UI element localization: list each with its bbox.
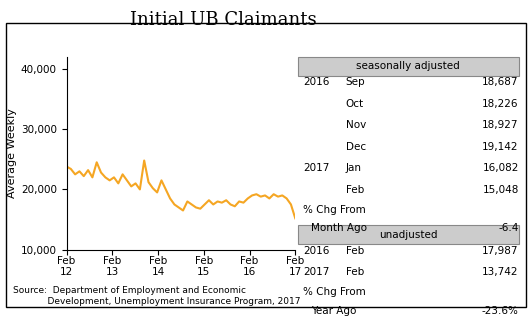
Text: Feb: Feb [346, 185, 364, 195]
Text: Sep: Sep [346, 77, 365, 88]
Text: seasonally adjusted: seasonally adjusted [356, 61, 460, 71]
Text: % Chg From: % Chg From [303, 287, 366, 297]
Text: Jan: Jan [346, 163, 362, 173]
Text: 15,048: 15,048 [483, 185, 519, 195]
Text: 2017: 2017 [303, 267, 330, 277]
Text: Month Ago: Month Ago [311, 223, 367, 233]
Text: 17,987: 17,987 [482, 246, 519, 256]
Text: 18,226: 18,226 [482, 99, 519, 109]
Text: 13,742: 13,742 [482, 267, 519, 277]
Text: Oct: Oct [346, 99, 364, 109]
Text: Initial UB Claimants: Initial UB Claimants [130, 11, 317, 29]
Text: unadjusted: unadjusted [379, 230, 437, 240]
Text: % Chg From: % Chg From [303, 205, 366, 215]
Text: Feb: Feb [346, 267, 364, 277]
Text: 2016: 2016 [303, 77, 330, 88]
Text: Dec: Dec [346, 142, 366, 152]
Text: -6.4: -6.4 [498, 223, 519, 233]
Text: 2016: 2016 [303, 246, 330, 256]
Text: Feb: Feb [346, 246, 364, 256]
Text: Year Ago: Year Ago [311, 306, 356, 316]
Text: -23.6%: -23.6% [482, 306, 519, 316]
Text: 18,927: 18,927 [482, 120, 519, 131]
Text: 18,687: 18,687 [482, 77, 519, 88]
Text: 16,082: 16,082 [483, 163, 519, 173]
Text: 19,142: 19,142 [482, 142, 519, 152]
Text: Development, Unemployment Insurance Program, 2017: Development, Unemployment Insurance Prog… [13, 297, 301, 306]
Text: Source:  Department of Employment and Economic: Source: Department of Employment and Eco… [13, 286, 246, 295]
Text: Nov: Nov [346, 120, 366, 131]
Text: 2017: 2017 [303, 163, 330, 173]
Y-axis label: Average Weekly: Average Weekly [6, 108, 16, 198]
